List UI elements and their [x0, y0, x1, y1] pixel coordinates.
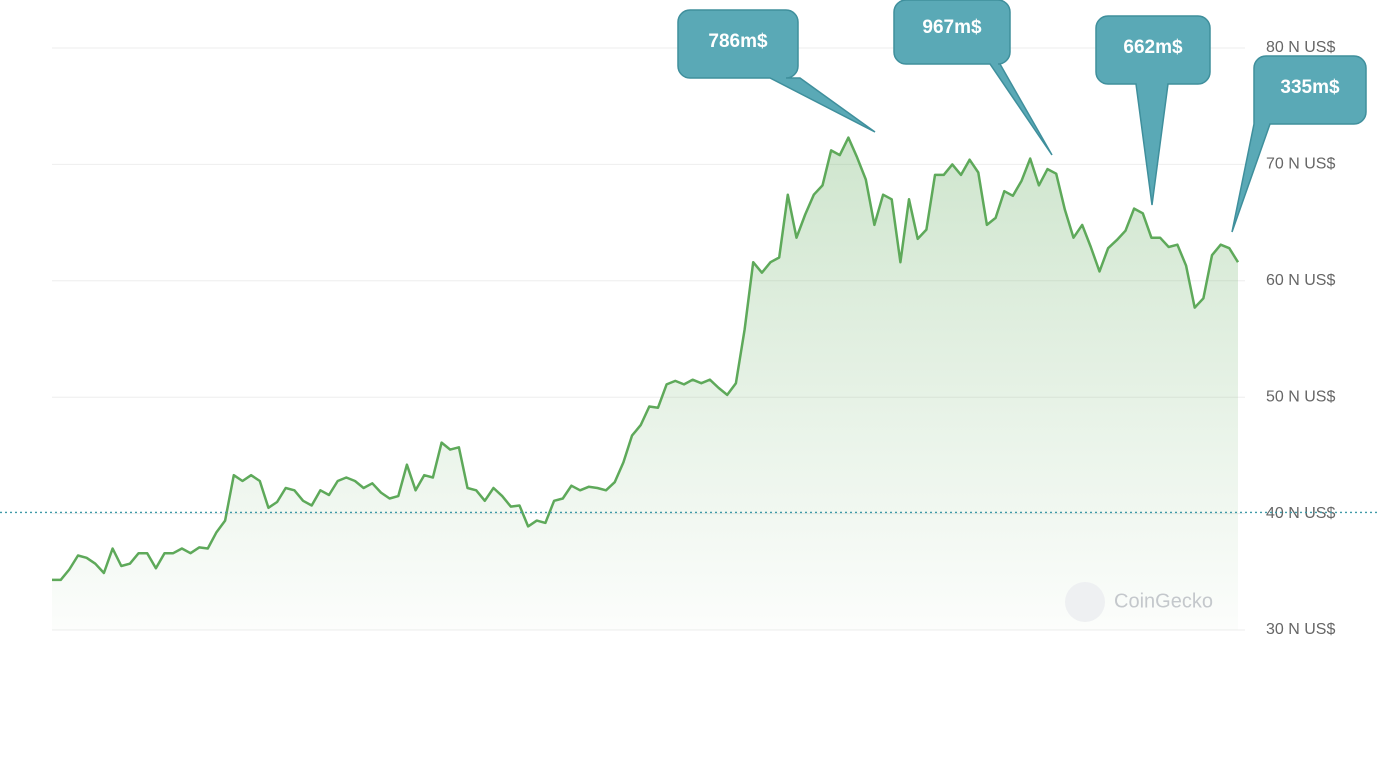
y-tick-label: 30 N US$ — [1266, 621, 1335, 638]
plot — [0, 136, 1379, 630]
price-line — [52, 136, 1240, 582]
area — [52, 137, 1238, 630]
y-tick-label: 60 N US$ — [1266, 272, 1335, 289]
watermark-logo — [1065, 582, 1105, 622]
callout-box — [893, 0, 1053, 156]
y-tick-label: 40 N US$ — [1266, 505, 1335, 522]
y-tick-label: 50 N US$ — [1266, 388, 1335, 405]
callout: 967m$ — [893, 0, 1053, 156]
callout-text: 662m$ — [1123, 37, 1183, 58]
callout: 662m$ — [1095, 15, 1211, 206]
callout-text: 786m$ — [708, 31, 768, 52]
watermark: CoinGecko — [1114, 590, 1213, 612]
callout-box — [677, 9, 876, 133]
grid: 30 N US$ 40 N US$ 50 N US$ 60 N US$ 70 N US$… — [52, 39, 1335, 638]
callout-text: 335m$ — [1280, 77, 1340, 98]
callout-text: 967m$ — [922, 17, 982, 38]
y-tick-label: 80 N US$ — [1266, 39, 1335, 56]
callout: 786m$ — [677, 9, 876, 133]
callout: 335m$ — [1231, 55, 1367, 233]
callout-box — [1231, 55, 1367, 233]
callout-box — [1095, 15, 1211, 206]
y-tick-label: 70 N US$ — [1266, 156, 1335, 173]
